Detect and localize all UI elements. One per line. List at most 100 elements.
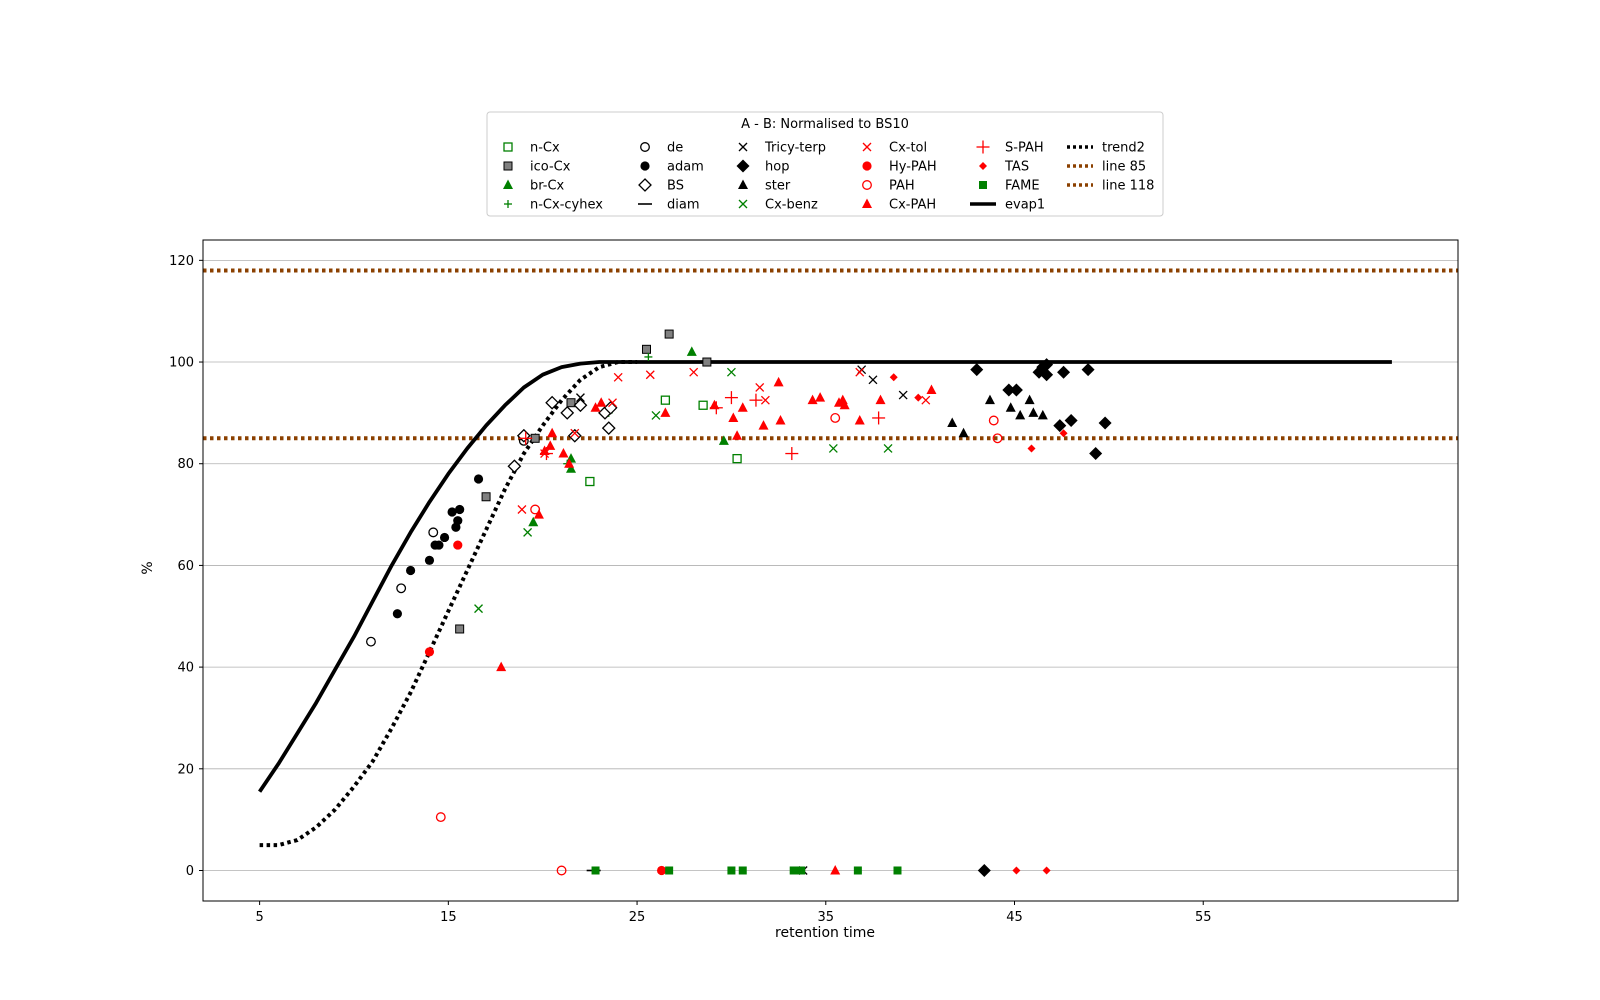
legend-swatch-TAS <box>979 162 987 170</box>
point-de <box>428 527 439 538</box>
y-tick-label: 0 <box>186 864 194 879</box>
legend-swatch-n-Cx-cyhex <box>504 200 512 208</box>
legend-label-PAH: PAH <box>889 179 915 194</box>
point-Cx-tol <box>755 382 765 392</box>
legend-swatch-hop <box>736 159 750 173</box>
legend-swatch-Hy-PAH <box>862 161 872 171</box>
point-Cx-tol <box>608 398 617 408</box>
point-PAH <box>556 865 567 876</box>
point-ico-Cx <box>481 492 491 502</box>
point-S-PAH <box>709 401 723 415</box>
y-tick-label: 20 <box>177 762 194 777</box>
legend-label-br-Cx: br-Cx <box>530 179 565 194</box>
point-Tricy-terp <box>868 375 878 385</box>
legend-swatch-Cx-tol <box>862 142 872 152</box>
point-n-Cx <box>698 400 708 410</box>
legend-label-hop: hop <box>765 160 789 175</box>
legend-label-n-Cx: n-Cx <box>530 141 560 156</box>
point-Cx-PAH <box>547 427 558 438</box>
point-adam <box>392 609 402 619</box>
point-Cx-benz <box>523 527 533 537</box>
point-Cx-PAH <box>737 402 748 412</box>
point-hop <box>1089 447 1103 461</box>
x-tick-label: 25 <box>629 910 646 925</box>
point-de <box>366 636 376 647</box>
point-BS <box>601 421 616 436</box>
point-adam <box>455 504 465 515</box>
point-BS <box>507 459 522 474</box>
x-tick-label: 35 <box>818 910 835 925</box>
legend-label-Tricy-terp: Tricy-terp <box>764 141 826 156</box>
point-PAH <box>530 504 541 515</box>
point-FAME <box>797 866 806 875</box>
point-hop <box>1057 365 1071 379</box>
point-adam <box>453 516 463 526</box>
point-ico-Cx <box>566 398 576 408</box>
point-n-Cx-cyhex <box>644 352 653 361</box>
point-ico-Cx <box>664 329 674 339</box>
x-tick-label: 55 <box>1195 910 1212 925</box>
legend: A - B: Normalised to BS10 n-Cx ico-Cx br-C… <box>486 111 1164 217</box>
point-S-PAH <box>519 431 533 445</box>
point-PAH <box>988 415 999 426</box>
legend-label-n-Cx-cyhex: n-Cx-cyhex <box>530 198 603 213</box>
legend-label-Cx-PAH: Cx-PAH <box>889 198 936 213</box>
legend-label-trend2: trend2 <box>1102 141 1145 156</box>
point-BS <box>573 398 588 413</box>
legend-label-Cx-tol: Cx-tol <box>889 141 927 156</box>
point-S-PAH <box>539 447 553 461</box>
legend-label-diam: diam <box>667 198 700 213</box>
y-tick-label: 60 <box>177 559 194 574</box>
legend-swatch-BS <box>638 178 652 192</box>
legend-swatch-S-PAH <box>976 140 990 154</box>
point-FAME <box>853 866 862 875</box>
point-Cx-PAH <box>732 430 743 440</box>
plot-frame <box>202 239 1459 902</box>
point-ster <box>1028 407 1039 417</box>
point-ster <box>1037 409 1048 420</box>
point-Cx-PAH <box>830 864 841 875</box>
point-Cx-PAH <box>875 394 886 405</box>
point-n-Cx <box>660 395 671 405</box>
point-Cx-PAH <box>533 509 544 519</box>
point-adam <box>434 540 444 550</box>
point-FAME <box>738 866 747 875</box>
point-adam <box>473 474 484 484</box>
point-Cx-PAH <box>545 440 556 450</box>
point-S-PAH <box>872 411 886 425</box>
point-hop <box>1081 363 1095 377</box>
series-line-evap1 <box>258 360 1392 793</box>
point-TAS <box>1059 429 1068 438</box>
point-Hy-PAH <box>656 865 667 876</box>
y-tick-label: 40 <box>177 661 194 676</box>
point-Cx-benz <box>474 604 483 614</box>
legend-swatch-adam <box>640 161 650 171</box>
point-S-PAH <box>785 447 799 461</box>
point-FAME <box>893 866 902 875</box>
point-Cx-tol <box>517 505 527 514</box>
point-Cx-PAH <box>758 420 769 430</box>
legend-swatch-ico-Cx <box>503 161 513 171</box>
point-Cx-tol <box>760 395 770 405</box>
point-hop <box>1098 416 1112 430</box>
point-BS <box>545 395 560 410</box>
legend-swatch-de <box>640 142 650 152</box>
legend-label-line-85: line 85 <box>1102 160 1146 175</box>
point-Cx-tol <box>613 372 623 382</box>
y-tick-label: 80 <box>177 457 194 472</box>
point-Cx-tol <box>855 367 865 377</box>
legend-label-S-PAH: S-PAH <box>1005 141 1044 156</box>
point-Cx-PAH <box>558 448 569 458</box>
point-hop <box>1040 368 1054 382</box>
point-FAME <box>665 866 674 875</box>
point-FAME <box>727 866 736 875</box>
point-Cx-PAH <box>775 415 786 425</box>
point-adam <box>447 507 457 517</box>
point-ico-Cx <box>455 624 465 634</box>
point-Cx-PAH <box>596 397 607 407</box>
legend-swatch-FAME <box>979 181 987 189</box>
y-axis-label: % <box>140 561 156 574</box>
point-ster <box>1024 394 1035 405</box>
point-hop <box>1053 419 1067 433</box>
